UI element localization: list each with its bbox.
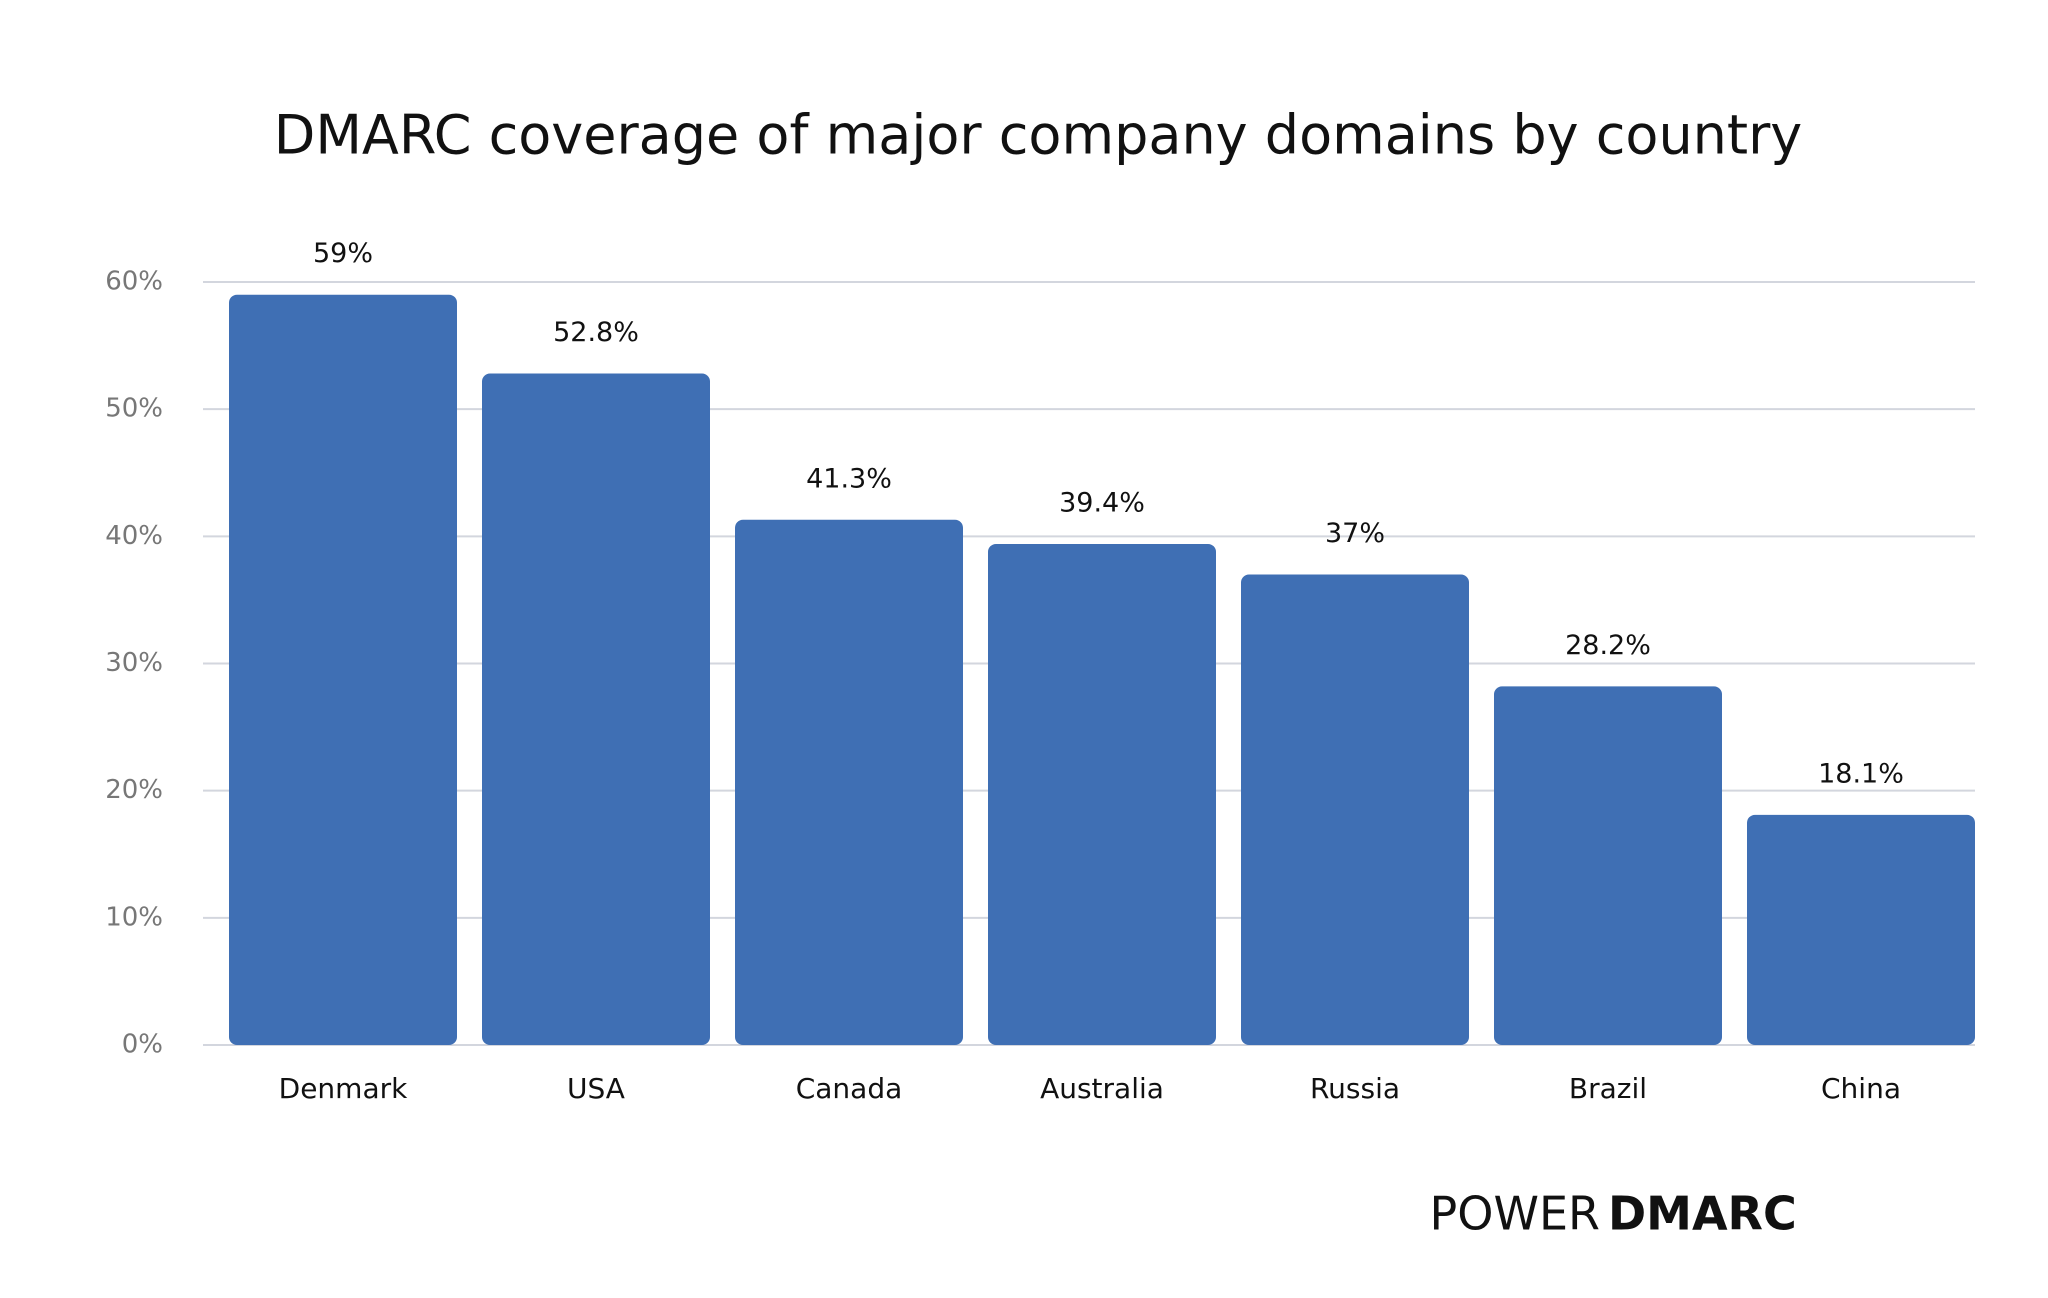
bar <box>1494 686 1722 1045</box>
y-tick-label: 50% <box>105 394 163 424</box>
bar <box>735 519 963 1045</box>
logo: POWER DMARC <box>1430 1187 1797 1241</box>
logo-text: POWER <box>1430 1187 1600 1241</box>
x-tick-label: Russia <box>1310 1072 1400 1105</box>
value-label: 41.3% <box>806 463 892 494</box>
logo-text: DMARC <box>1608 1187 1797 1241</box>
y-tick-label: 20% <box>105 775 163 805</box>
y-tick-label: 60% <box>105 267 163 297</box>
x-tick-label: Canada <box>796 1072 903 1105</box>
bar <box>482 373 710 1045</box>
bar <box>1747 814 1975 1045</box>
y-tick-label: 0% <box>122 1030 163 1060</box>
y-tick-label: 10% <box>105 902 163 932</box>
y-tick-label: 40% <box>105 521 163 551</box>
bar <box>988 543 1216 1045</box>
value-label: 28.2% <box>1565 630 1651 661</box>
x-tick-label: USA <box>567 1072 625 1105</box>
value-label: 59% <box>313 238 373 269</box>
value-label: 39.4% <box>1059 487 1145 518</box>
value-label: 37% <box>1325 518 1385 549</box>
chart-title: DMARC coverage of major company domains … <box>274 104 1802 167</box>
value-label: 18.1% <box>1818 758 1904 789</box>
y-tick-label: 30% <box>105 648 163 678</box>
x-tick-label: China <box>1821 1072 1901 1105</box>
x-tick-label: Brazil <box>1569 1072 1647 1105</box>
x-tick-label: Australia <box>1040 1072 1164 1105</box>
x-tick-label: Denmark <box>279 1072 408 1105</box>
value-label: 52.8% <box>553 317 639 348</box>
bar <box>1241 574 1469 1045</box>
bar <box>229 294 457 1045</box>
